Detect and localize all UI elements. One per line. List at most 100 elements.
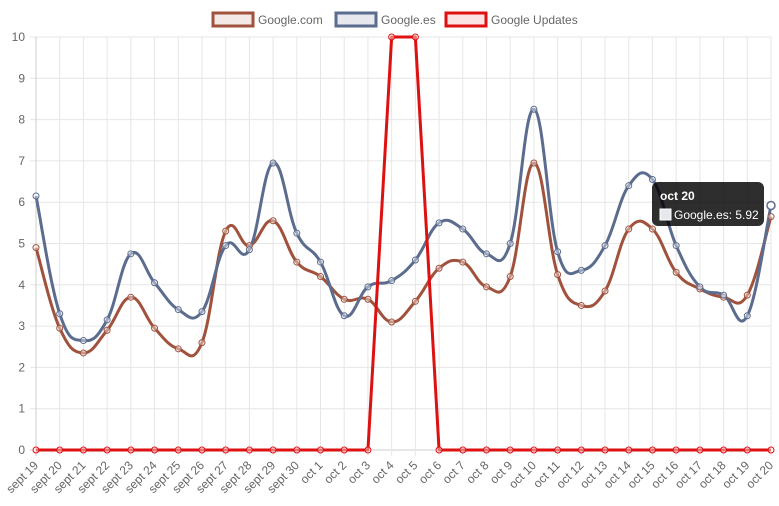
data-point-google-updates[interactable] xyxy=(411,33,419,41)
data-point-google-updates[interactable] xyxy=(56,446,64,454)
data-point-google-updates[interactable] xyxy=(245,446,253,454)
data-point-google-com[interactable] xyxy=(577,301,585,309)
data-point-google-updates[interactable] xyxy=(293,446,301,454)
data-point-google-updates[interactable] xyxy=(364,446,372,454)
data-point-google-updates[interactable] xyxy=(482,446,490,454)
data-point-google-updates[interactable] xyxy=(530,446,538,454)
data-point-google-es[interactable] xyxy=(293,229,301,237)
data-point-google-es[interactable] xyxy=(696,283,704,291)
data-point-google-com[interactable] xyxy=(340,295,348,303)
data-point-google-es[interactable] xyxy=(411,256,419,264)
data-point-google-es[interactable] xyxy=(743,312,751,320)
data-point-google-updates[interactable] xyxy=(767,446,775,454)
data-point-google-com[interactable] xyxy=(293,258,301,266)
data-point-google-com[interactable] xyxy=(269,217,277,225)
data-point-google-com[interactable] xyxy=(411,297,419,305)
data-point-google-updates[interactable] xyxy=(174,446,182,454)
x-tick-label: oct 20 xyxy=(743,458,776,491)
data-point-google-updates[interactable] xyxy=(127,446,135,454)
data-point-google-es[interactable] xyxy=(151,279,159,287)
data-point-google-com[interactable] xyxy=(506,273,514,281)
data-point-google-es[interactable] xyxy=(32,192,40,200)
data-point-google-es[interactable] xyxy=(530,105,538,113)
data-point-google-com[interactable] xyxy=(743,291,751,299)
legend-item-google-es[interactable]: Google.es xyxy=(334,11,436,28)
data-point-google-es[interactable] xyxy=(364,283,372,291)
data-point-google-com[interactable] xyxy=(32,244,40,252)
data-point-google-es[interactable] xyxy=(577,266,585,274)
data-point-google-updates[interactable] xyxy=(506,446,514,454)
data-point-google-com[interactable] xyxy=(56,324,64,332)
data-point-google-com[interactable] xyxy=(127,293,135,301)
data-point-google-updates[interactable] xyxy=(388,33,396,41)
data-point-google-es[interactable] xyxy=(672,242,680,250)
data-point-google-es[interactable] xyxy=(506,240,514,247)
data-point-google-updates[interactable] xyxy=(625,446,633,454)
data-point-google-es[interactable] xyxy=(245,246,253,254)
data-point-google-com[interactable] xyxy=(388,318,396,326)
data-point-google-es[interactable] xyxy=(554,248,562,256)
data-point-google-com[interactable] xyxy=(103,326,111,334)
data-point-google-com[interactable] xyxy=(174,345,182,353)
data-point-google-com[interactable] xyxy=(79,349,87,357)
data-point-google-com[interactable] xyxy=(601,287,609,295)
data-point-google-updates[interactable] xyxy=(340,446,348,454)
data-point-google-updates[interactable] xyxy=(317,446,325,454)
data-point-google-com[interactable] xyxy=(625,225,633,233)
data-point-google-es[interactable] xyxy=(198,308,206,316)
data-point-google-es[interactable] xyxy=(388,277,396,285)
data-point-google-es[interactable] xyxy=(317,258,325,266)
data-point-google-es[interactable] xyxy=(601,242,609,250)
data-point-google-updates[interactable] xyxy=(648,446,656,454)
data-point-google-updates[interactable] xyxy=(103,446,111,454)
data-point-google-com[interactable] xyxy=(696,285,704,293)
data-point-google-updates[interactable] xyxy=(672,446,680,454)
data-point-google-updates[interactable] xyxy=(435,446,443,454)
data-point-google-com[interactable] xyxy=(554,270,562,278)
data-point-google-com[interactable] xyxy=(151,324,159,332)
data-point-google-es[interactable] xyxy=(435,219,443,227)
data-point-google-updates[interactable] xyxy=(554,446,562,454)
data-point-google-com[interactable] xyxy=(364,295,372,303)
data-point-google-com[interactable] xyxy=(672,268,680,276)
data-point-google-es[interactable] xyxy=(340,312,348,320)
data-point-google-com[interactable] xyxy=(459,258,467,266)
data-point-google-es[interactable] xyxy=(127,250,135,258)
data-point-google-updates[interactable] xyxy=(269,446,277,454)
data-point-google-es[interactable] xyxy=(625,182,633,190)
data-point-google-com[interactable] xyxy=(317,273,325,281)
data-point-google-es[interactable] xyxy=(174,306,182,314)
data-point-google-com[interactable] xyxy=(530,159,538,167)
data-point-google-com[interactable] xyxy=(222,227,230,235)
data-point-google-updates[interactable] xyxy=(32,446,40,454)
data-point-google-updates[interactable] xyxy=(743,446,751,454)
data-point-google-updates[interactable] xyxy=(696,446,704,454)
data-point-google-updates[interactable] xyxy=(79,446,87,454)
data-point-google-es[interactable] xyxy=(103,316,111,324)
data-point-google-com[interactable] xyxy=(720,293,728,301)
data-point-google-updates[interactable] xyxy=(459,446,467,454)
data-point-google-updates[interactable] xyxy=(198,446,206,454)
data-point-google-com[interactable] xyxy=(435,264,443,272)
data-point-google-es[interactable] xyxy=(459,225,467,233)
data-point-google-com[interactable] xyxy=(648,225,656,233)
data-point-google-updates[interactable] xyxy=(151,446,159,454)
data-point-google-es[interactable] xyxy=(720,291,728,299)
data-point-google-es[interactable] xyxy=(648,175,656,183)
data-point-google-com[interactable] xyxy=(198,339,206,347)
data-point-google-com[interactable] xyxy=(482,283,490,291)
legend-item-google-com[interactable]: Google.com xyxy=(211,11,323,28)
data-point-google-es[interactable] xyxy=(482,250,490,258)
data-point-google-es[interactable] xyxy=(222,242,230,250)
legend-item-google-updates[interactable]: Google Updates xyxy=(444,11,578,28)
hovered-data-point[interactable] xyxy=(766,200,776,211)
x-tick-label: oct 10 xyxy=(506,458,539,491)
data-point-google-updates[interactable] xyxy=(720,446,728,454)
data-point-google-es[interactable] xyxy=(269,159,277,167)
data-point-google-es[interactable] xyxy=(56,310,64,318)
data-point-google-updates[interactable] xyxy=(577,446,585,454)
data-point-google-updates[interactable] xyxy=(601,446,609,454)
data-point-google-com[interactable] xyxy=(767,213,775,221)
data-point-google-es[interactable] xyxy=(79,337,87,345)
data-point-google-updates[interactable] xyxy=(222,446,230,454)
